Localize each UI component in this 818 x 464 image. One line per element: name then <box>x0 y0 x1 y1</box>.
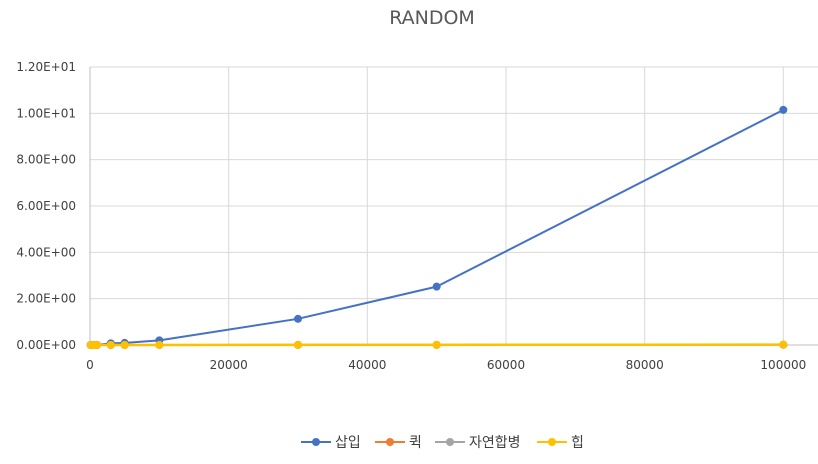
data-point <box>294 314 302 323</box>
data-point <box>155 340 164 349</box>
legend-marker <box>446 438 454 446</box>
legend: 삽입 퀵 자연합병 힙 <box>301 435 584 451</box>
x-tick-label: 0 <box>86 358 94 372</box>
legend-entry: 자연합병 <box>435 435 521 451</box>
x-tick-label: 40000 <box>348 358 386 372</box>
y-tick-label: 1.20E+01 <box>16 60 76 74</box>
legend-label: 힙 <box>571 435 584 451</box>
x-tick-label: 100000 <box>760 358 806 372</box>
legend-label: 삽입 <box>335 435 361 451</box>
data-point <box>294 340 302 349</box>
legend-marker <box>548 438 556 446</box>
data-point <box>120 341 129 349</box>
data-point <box>432 282 441 291</box>
legend-label: 퀵 <box>409 435 422 451</box>
legend-entry: 힙 <box>537 435 584 451</box>
data-point <box>92 341 101 349</box>
legend-label: 자연합병 <box>469 435 521 451</box>
grid <box>89 66 818 346</box>
legend-entry: 퀵 <box>375 435 422 451</box>
x-axis-tick-labels: 0 20000 40000 60000 80000 100000 <box>86 358 806 372</box>
y-tick-label: 2.00E+00 <box>16 292 76 306</box>
data-point <box>779 105 788 114</box>
y-tick-label: 0.00E+00 <box>16 338 76 352</box>
y-tick-label: 6.00E+00 <box>16 199 76 213</box>
series-line <box>90 108 784 346</box>
series-1 <box>86 105 788 349</box>
x-tick-label: 20000 <box>210 358 248 372</box>
y-tick-label: 4.00E+00 <box>16 245 76 259</box>
data-point <box>432 340 441 349</box>
data-point <box>779 340 788 349</box>
y-tick-label: 8.00E+00 <box>16 153 76 167</box>
x-tick-label: 80000 <box>626 358 664 372</box>
data-point <box>106 341 115 349</box>
legend-marker <box>386 438 394 446</box>
chart-title: RANDOM <box>389 7 475 29</box>
y-tick-label: 1.00E+01 <box>16 106 76 120</box>
legend-entry: 삽입 <box>301 435 361 451</box>
series-lines <box>86 105 788 349</box>
x-tick-label: 60000 <box>487 358 525 372</box>
series-4 <box>86 340 788 349</box>
legend-marker <box>312 438 320 446</box>
y-axis-tick-labels: 0.00E+00 2.00E+00 4.00E+00 6.00E+00 8.00E+00… <box>16 60 76 352</box>
